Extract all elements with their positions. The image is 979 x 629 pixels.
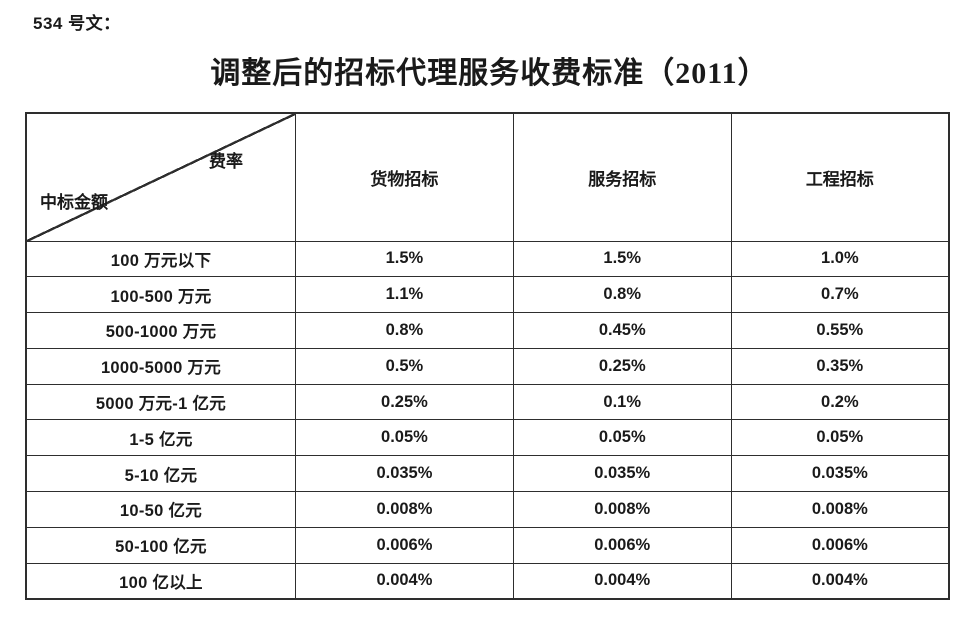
column-header-service-bidding: 服务招标 (512, 112, 732, 242)
page-title: 调整后的招标代理服务收费标准（2011） (210, 57, 769, 90)
fee-table: 费率 中标金额 货物招标 服务招标 工程招标 100 万元以下 1.5% 1.5… (25, 112, 950, 600)
fee-value: 0.25% (512, 347, 732, 385)
corner-label-fee-rate: 费率 (209, 152, 244, 171)
fee-value: 1.5% (512, 240, 732, 278)
fee-value: 0.05% (730, 419, 950, 457)
row-label: 100 亿以上 (25, 562, 297, 600)
fee-value: 0.006% (512, 526, 732, 564)
fee-value: 0.05% (512, 419, 732, 457)
fee-value: 1.5% (295, 240, 514, 278)
row-label: 5-10 亿元 (25, 455, 297, 493)
fee-value: 0.35% (730, 347, 950, 385)
row-label: 500-1000 万元 (25, 312, 297, 349)
fee-value: 0.05% (295, 419, 514, 457)
table-row: 10-50 亿元 0.008% 0.008% 0.008% (25, 491, 950, 528)
fee-value: 0.004% (730, 562, 950, 600)
fee-value: 0.8% (512, 276, 732, 314)
table-row: 100 亿以上 0.004% 0.004% 0.004% (25, 562, 950, 600)
doc-number: 534 号文： (33, 14, 121, 33)
fee-value: 0.008% (512, 491, 732, 528)
row-label: 1000-5000 万元 (25, 347, 297, 385)
fee-value: 0.035% (512, 455, 732, 493)
fee-value: 0.5% (295, 347, 514, 385)
fee-value: 0.25% (295, 383, 514, 421)
row-label: 50-100 亿元 (25, 526, 297, 564)
column-header-engineering-bidding: 工程招标 (730, 112, 950, 242)
fee-value: 0.008% (730, 491, 950, 528)
fee-value: 0.45% (512, 312, 732, 349)
table-row: 500-1000 万元 0.8% 0.45% 0.55% (25, 312, 950, 349)
corner-header-cell: 费率 中标金额 (25, 112, 297, 242)
table-row: 50-100 亿元 0.006% 0.006% 0.006% (25, 526, 950, 564)
table-row: 5-10 亿元 0.035% 0.035% 0.035% (25, 455, 950, 493)
row-label: 5000 万元-1 亿元 (25, 383, 297, 421)
column-header-goods-bidding: 货物招标 (295, 112, 514, 242)
table-row: 100 万元以下 1.5% 1.5% 1.0% (25, 240, 950, 278)
fee-value: 0.004% (512, 562, 732, 600)
fee-value: 0.1% (512, 383, 732, 421)
table-row: 1-5 亿元 0.05% 0.05% 0.05% (25, 419, 950, 457)
fee-value: 0.035% (295, 455, 514, 493)
row-label: 10-50 亿元 (25, 491, 297, 528)
fee-value: 0.035% (730, 455, 950, 493)
fee-value: 0.008% (295, 491, 514, 528)
row-label: 100 万元以下 (25, 240, 297, 278)
table-row: 1000-5000 万元 0.5% 0.25% 0.35% (25, 347, 950, 385)
fee-value: 0.006% (730, 526, 950, 564)
fee-value: 0.55% (730, 312, 950, 349)
table-row: 5000 万元-1 亿元 0.25% 0.1% 0.2% (25, 383, 950, 421)
table-row: 100-500 万元 1.1% 0.8% 0.7% (25, 276, 950, 314)
fee-value: 0.006% (295, 526, 514, 564)
fee-value: 0.7% (730, 276, 950, 314)
fee-value: 1.1% (295, 276, 514, 314)
fee-value: 0.2% (730, 383, 950, 421)
fee-table-body: 100 万元以下 1.5% 1.5% 1.0% 100-500 万元 1.1% … (25, 240, 950, 600)
header-row: 费率 中标金额 货物招标 服务招标 工程招标 (25, 112, 950, 242)
fee-value: 1.0% (730, 240, 950, 278)
corner-label-bid-amount: 中标金额 (40, 192, 108, 212)
row-label: 100-500 万元 (25, 276, 297, 314)
row-label: 1-5 亿元 (25, 419, 297, 457)
fee-value: 0.8% (295, 312, 514, 349)
fee-value: 0.004% (295, 562, 514, 600)
